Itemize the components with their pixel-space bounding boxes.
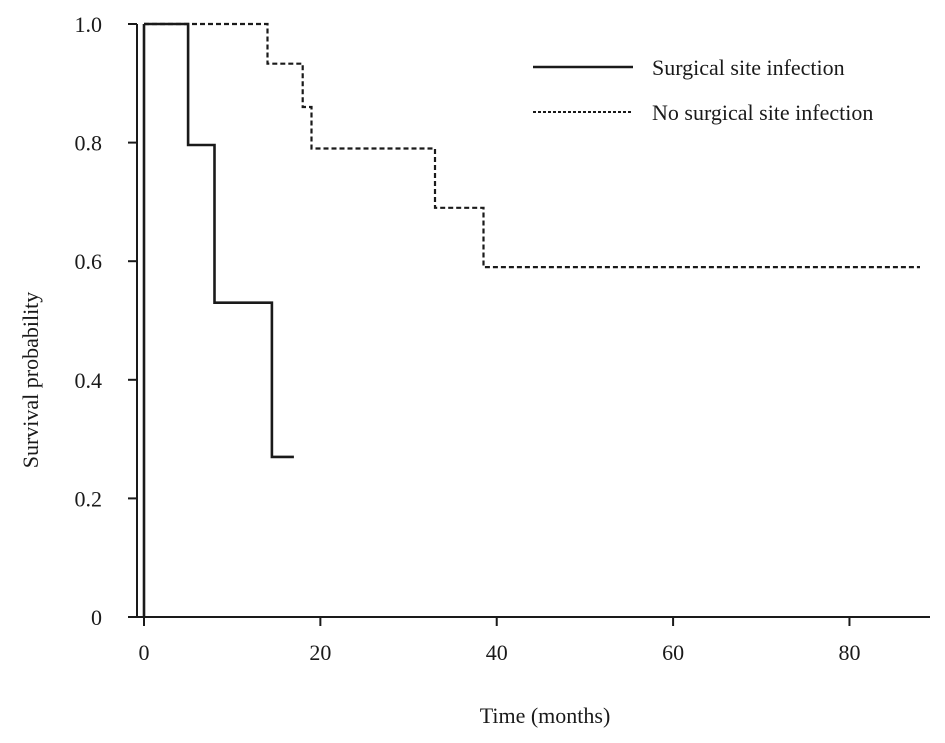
- legend: Surgical site infection No surgical site …: [533, 55, 873, 125]
- x-tick-label: 0: [139, 640, 150, 665]
- x-tick-label: 80: [838, 640, 860, 665]
- y-tick-label: 0.4: [75, 368, 103, 393]
- series-group: [142, 22, 920, 617]
- y-tick-label: 1.0: [75, 12, 103, 37]
- legend-label-2: No surgical site infection: [652, 100, 873, 125]
- x-tick-label: 20: [309, 640, 331, 665]
- y-tick-label: 0: [91, 605, 102, 630]
- x-tick-label: 40: [486, 640, 508, 665]
- axes: [128, 24, 930, 618]
- x-tick-label: 60: [662, 640, 684, 665]
- ticks: 0 0.2 0.4 0.6 0.8 1.0 0 20 40 60 80: [75, 12, 861, 665]
- y-axis-title: Survival probability: [18, 292, 43, 469]
- y-tick-label: 0.6: [75, 249, 103, 274]
- legend-label-1: Surgical site infection: [652, 55, 845, 80]
- y-tick-label: 0.2: [75, 486, 103, 511]
- x-axis-title: Time (months): [480, 703, 611, 728]
- y-tick-label: 0.8: [75, 131, 103, 156]
- series-line-1: [144, 22, 294, 459]
- series-line-2: [144, 22, 920, 269]
